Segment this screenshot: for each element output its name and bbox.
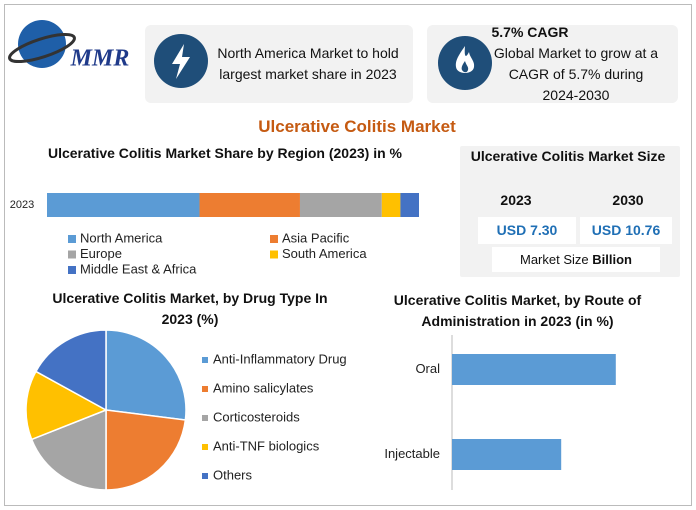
legend-label: North America [80,230,163,245]
legend-swatch [270,235,278,243]
pie-slice [30,408,107,491]
chart-title: Ulcerative Colitis Market, by Route of A… [393,292,642,329]
callout-title: 5.7% CAGR [491,24,569,40]
bar-segment [381,193,401,217]
main-title: Ulcerative Colitis Market [258,117,456,136]
legend-label: Middle East & Africa [80,261,197,276]
chart-title: Ulcerative Colitis Market, by Drug Type … [52,290,328,327]
bar-segment [299,193,382,217]
logo-text: MMR [70,46,130,72]
legend-label: Amino salicylates [213,380,314,395]
pie-slice [34,329,107,412]
pie-slice [25,370,108,441]
size-year: 2023 [500,192,532,208]
size-note-text: Market Size [520,252,589,267]
y-tick-label: Injectable [384,446,440,461]
legend-label: Asia Pacific [282,230,350,245]
size-title: Ulcerative Colitis Market Size [470,148,666,164]
legend-swatch [202,415,208,421]
y-tick-label: 2023 [10,199,34,211]
pie-slice [105,329,187,421]
legend-swatch [202,444,208,450]
legend-label: Europe [80,246,122,261]
icon-bolt [154,34,208,88]
legend-swatch [202,357,208,363]
logo-orbit [8,32,76,64]
legend-swatch [68,250,76,259]
size-note-unit: Billion [592,252,632,267]
bar [452,439,562,470]
size-note: Market Size Billion [492,247,660,272]
legend-swatch [68,235,76,243]
bar-segment [199,193,300,217]
legend-swatch [68,266,76,274]
legend-swatch [270,250,278,259]
size-year: 2030 [612,192,644,208]
legend-swatch [202,386,208,392]
pie-slice [105,409,187,491]
chart-title: Ulcerative Colitis Market Share by Regio… [47,145,402,161]
logo-globe [18,20,66,68]
frame [4,4,692,506]
legend-label: Corticosteroids [213,409,300,424]
size-value: USD 7.30 [478,217,576,244]
bar-segment [400,193,419,217]
legend-label: Others [213,467,253,482]
legend-label: Anti-Inflammatory Drug [213,351,347,366]
callout-text: Global Market to grow at a CAGR of 5.7% … [493,45,659,103]
bar [452,354,616,385]
logo: MMR [8,20,130,72]
legend-swatch [202,473,208,479]
size-value: USD 10.76 [580,217,672,244]
legend-label: South America [282,246,367,261]
callout-text: North America Market to hold largest mar… [217,45,399,82]
bar-segment [47,193,200,217]
y-tick-label: Oral [415,361,440,376]
legend-label: Anti-TNF biologics [213,438,320,453]
icon-flame [438,36,492,90]
